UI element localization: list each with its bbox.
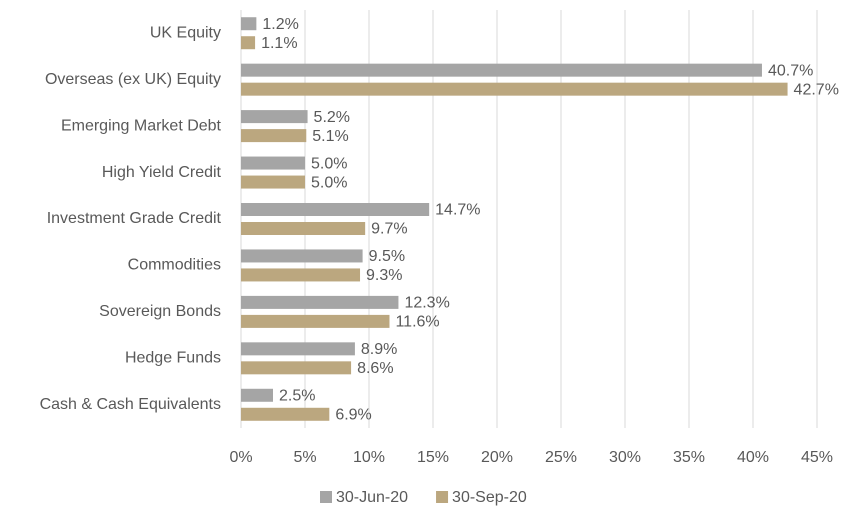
- y-tick-label: Emerging Market Debt: [61, 117, 222, 134]
- data-label: 5.2%: [314, 109, 350, 126]
- x-tick-label: 45%: [801, 449, 833, 466]
- bar: [241, 222, 366, 235]
- y-tick-label: Sovereign Bonds: [99, 303, 221, 320]
- legend-swatch: [436, 491, 449, 503]
- x-tick-label: 5%: [293, 449, 316, 466]
- y-tick-label: Cash & Cash Equivalents: [40, 396, 221, 413]
- data-label: 5.0%: [311, 174, 347, 191]
- bar: [241, 156, 305, 170]
- data-label: 9.5%: [369, 248, 405, 265]
- y-tick-label: Hedge Funds: [125, 350, 221, 367]
- legend-swatch: [320, 491, 332, 503]
- bar: [241, 268, 361, 282]
- bar: [241, 249, 363, 263]
- x-tick-label: 0%: [229, 449, 252, 466]
- bar: [241, 361, 352, 375]
- bar: [241, 63, 762, 77]
- data-label: 8.6%: [357, 360, 393, 377]
- data-label: 5.0%: [311, 155, 347, 172]
- data-label: 14.7%: [435, 202, 480, 219]
- x-tick-label: 30%: [609, 449, 641, 466]
- data-label: 11.6%: [395, 314, 439, 331]
- bar: [241, 407, 330, 421]
- data-label: 40.7%: [768, 62, 813, 79]
- bar: [241, 295, 399, 309]
- y-tick-label: Investment Grade Credit: [47, 210, 222, 227]
- x-tick-label: 35%: [673, 449, 705, 466]
- data-label: 6.9%: [335, 406, 371, 423]
- data-label: 1.2%: [262, 16, 298, 33]
- data-label: 8.9%: [361, 341, 397, 358]
- data-label: 9.7%: [371, 221, 407, 238]
- bar: [241, 110, 308, 124]
- x-tick-label: 15%: [417, 449, 449, 466]
- bar: [241, 342, 355, 356]
- legend-label: 30-Jun-20: [336, 489, 408, 506]
- data-label: 12.3%: [404, 295, 449, 312]
- bar: [241, 203, 430, 216]
- bar: [241, 36, 256, 50]
- bar: [241, 388, 273, 402]
- data-label: 2.5%: [279, 387, 315, 404]
- data-label: 42.7%: [794, 81, 839, 98]
- y-tick-label: UK Equity: [150, 24, 221, 41]
- bar: [241, 314, 390, 328]
- data-label: 9.3%: [366, 267, 402, 284]
- x-tick-label: 25%: [545, 449, 577, 466]
- x-tick-label: 20%: [481, 449, 513, 466]
- bar: [241, 17, 257, 31]
- data-label: 5.1%: [312, 128, 348, 145]
- data-label: 1.1%: [261, 35, 297, 52]
- bar: [241, 82, 788, 96]
- bar: [241, 175, 305, 189]
- y-tick-label: High Yield Credit: [102, 164, 222, 181]
- legend-label: 30-Sep-20: [452, 489, 527, 506]
- x-tick-label: 40%: [737, 449, 769, 466]
- y-tick-label: Overseas (ex UK) Equity: [45, 71, 221, 88]
- y-tick-label: Commodities: [128, 257, 221, 274]
- bar: [241, 129, 307, 143]
- x-tick-label: 10%: [353, 449, 385, 466]
